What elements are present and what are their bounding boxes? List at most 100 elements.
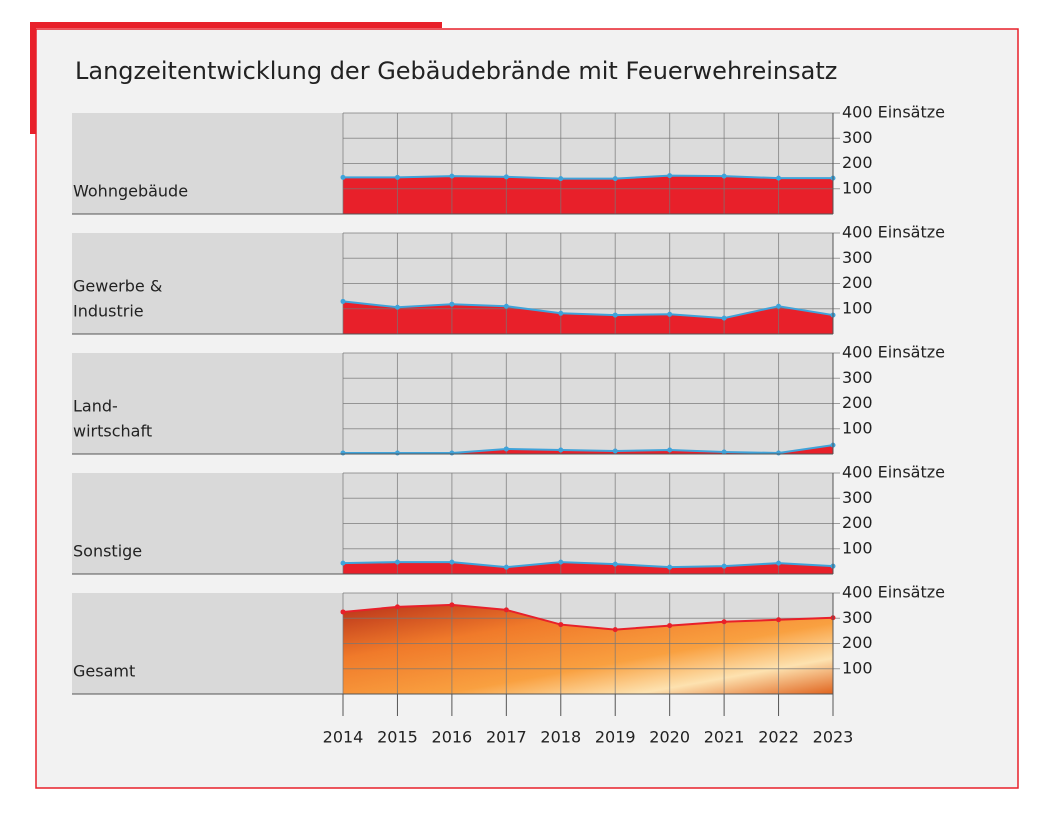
- x-tick-label: 2016: [432, 728, 473, 747]
- label-panel: [72, 473, 343, 574]
- line: [343, 444, 834, 454]
- point: [503, 607, 509, 613]
- point: [449, 450, 455, 456]
- x-tick-label: 2019: [595, 728, 636, 747]
- point: [449, 173, 455, 179]
- x-tick-label: 2014: [323, 728, 364, 747]
- label-panel: [72, 113, 343, 214]
- point: [558, 176, 564, 182]
- y-tick-label: 200: [842, 273, 873, 292]
- line: [342, 300, 834, 320]
- label-panel: [72, 593, 343, 694]
- point: [721, 449, 727, 455]
- point: [776, 303, 782, 309]
- point: [776, 175, 782, 181]
- panel-label: Industrie: [73, 302, 144, 321]
- y-tick-label: 400 Einsätze: [842, 463, 945, 482]
- point: [667, 173, 673, 179]
- chart-title: Langzeitentwicklung der Gebäudebrände mi…: [75, 57, 837, 85]
- point: [340, 560, 346, 566]
- x-tick-label: 2021: [704, 728, 745, 747]
- point: [612, 312, 618, 318]
- point: [394, 604, 400, 610]
- point: [558, 447, 564, 453]
- point: [612, 448, 618, 454]
- accent-bar: [30, 22, 36, 134]
- point: [667, 564, 673, 570]
- point: [340, 609, 346, 615]
- point: [612, 627, 618, 633]
- x-tick-label: 2017: [486, 728, 527, 747]
- point: [503, 174, 509, 180]
- y-tick-label: 200: [842, 393, 873, 412]
- line: [342, 561, 834, 569]
- y-tick-label: 200: [842, 513, 873, 532]
- point: [503, 303, 509, 309]
- y-tick-label: 200: [842, 153, 873, 172]
- point: [558, 622, 564, 628]
- y-tick-label: 100: [842, 178, 873, 197]
- y-tick-label: 400 Einsätze: [842, 343, 945, 362]
- point: [667, 447, 673, 453]
- panel-label: Wohngebäude: [73, 182, 188, 201]
- y-tick-label: 400 Einsätze: [842, 583, 945, 602]
- point: [721, 619, 727, 625]
- area: [343, 175, 833, 214]
- panel-label: Gewerbe &: [73, 277, 162, 296]
- point: [394, 174, 400, 180]
- point: [340, 450, 346, 456]
- point: [394, 304, 400, 310]
- y-tick-label: 300: [842, 608, 873, 627]
- point: [721, 563, 727, 569]
- y-tick-label: 300: [842, 128, 873, 147]
- y-tick-label: 400 Einsätze: [842, 223, 945, 242]
- x-tick-label: 2020: [649, 728, 690, 747]
- point: [394, 559, 400, 565]
- y-tick-label: 300: [842, 248, 873, 267]
- point: [667, 623, 673, 629]
- point: [612, 561, 618, 567]
- panel-label: wirtschaft: [73, 422, 152, 441]
- accent-bar: [30, 22, 442, 28]
- point: [449, 559, 455, 565]
- label-panel: [72, 233, 343, 334]
- x-tick-label: 2015: [377, 728, 418, 747]
- y-tick-label: 100: [842, 418, 873, 437]
- y-tick-label: 400 Einsätze: [842, 103, 945, 122]
- point: [558, 559, 564, 565]
- point: [449, 602, 455, 608]
- point: [340, 298, 346, 304]
- panel-label: Sonstige: [73, 542, 142, 561]
- point: [503, 446, 509, 452]
- y-tick-label: 300: [842, 488, 873, 507]
- point: [721, 315, 727, 321]
- point: [612, 176, 618, 182]
- panel-label: Gesamt: [73, 662, 135, 681]
- x-tick-label: 2023: [813, 728, 854, 747]
- y-tick-label: 100: [842, 298, 873, 317]
- point: [776, 617, 782, 623]
- point: [558, 310, 564, 316]
- area: [343, 562, 833, 574]
- line: [343, 174, 833, 180]
- y-tick-label: 100: [842, 658, 873, 677]
- point: [721, 173, 727, 179]
- point: [503, 564, 509, 570]
- point: [394, 450, 400, 456]
- panel-label: Land-: [73, 397, 118, 416]
- point: [776, 560, 782, 566]
- x-tick-label: 2022: [758, 728, 799, 747]
- y-tick-label: 100: [842, 538, 873, 557]
- line: [342, 603, 834, 631]
- point: [449, 301, 455, 307]
- y-tick-label: 300: [842, 368, 873, 387]
- y-tick-label: 200: [842, 633, 873, 652]
- point: [776, 450, 782, 456]
- point: [340, 174, 346, 180]
- point: [667, 311, 673, 317]
- x-tick-label: 2018: [540, 728, 581, 747]
- area: [343, 604, 833, 694]
- label-panel: [72, 353, 343, 454]
- area: [343, 301, 833, 334]
